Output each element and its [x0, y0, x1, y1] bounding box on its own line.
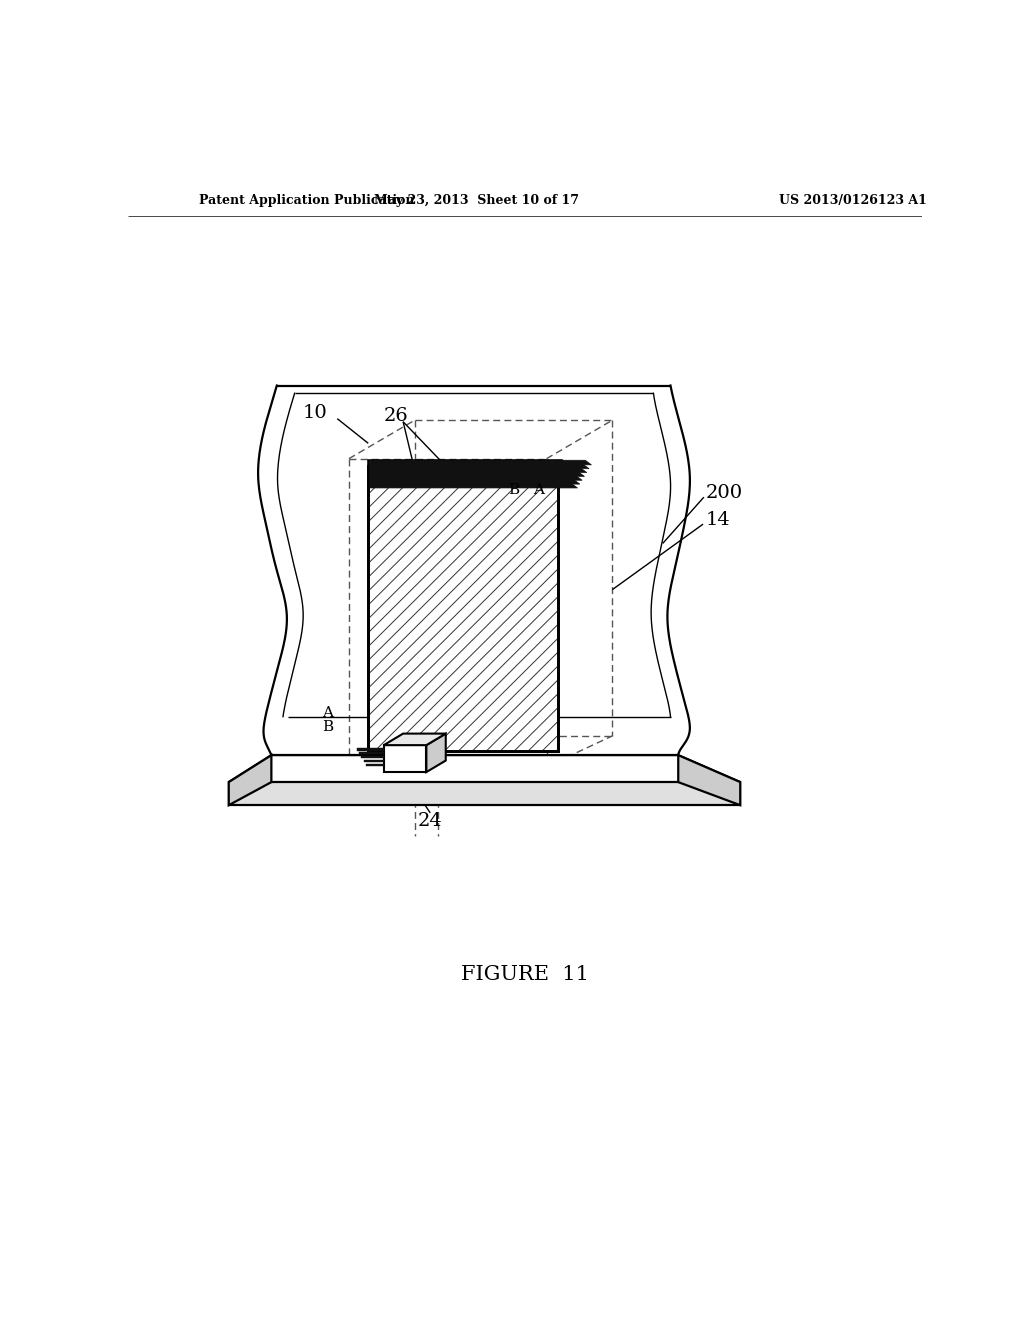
Text: B: B — [323, 719, 334, 734]
Polygon shape — [361, 756, 384, 758]
Text: 10: 10 — [302, 404, 327, 421]
Text: A: A — [323, 706, 334, 719]
Polygon shape — [370, 475, 583, 480]
Text: Patent Application Publication: Patent Application Publication — [200, 194, 415, 207]
Polygon shape — [370, 469, 587, 473]
Text: US 2013/0126123 A1: US 2013/0126123 A1 — [779, 194, 927, 207]
Polygon shape — [370, 484, 566, 487]
Polygon shape — [366, 763, 384, 766]
Polygon shape — [370, 471, 585, 477]
Polygon shape — [384, 734, 445, 744]
Polygon shape — [369, 466, 558, 751]
Polygon shape — [370, 483, 578, 488]
Polygon shape — [370, 473, 550, 474]
Polygon shape — [228, 755, 740, 781]
Text: May 23, 2013  Sheet 10 of 17: May 23, 2013 Sheet 10 of 17 — [374, 194, 580, 207]
Text: A: A — [534, 483, 544, 496]
Polygon shape — [364, 760, 384, 762]
Polygon shape — [370, 478, 558, 480]
Polygon shape — [228, 755, 271, 805]
Polygon shape — [370, 475, 554, 478]
Text: B: B — [508, 483, 519, 496]
Polygon shape — [426, 734, 445, 772]
Text: 26: 26 — [384, 408, 409, 425]
Polygon shape — [370, 469, 547, 471]
Polygon shape — [370, 482, 562, 483]
Polygon shape — [369, 461, 569, 466]
Polygon shape — [359, 752, 384, 755]
Polygon shape — [678, 755, 740, 805]
Polygon shape — [228, 781, 740, 805]
Polygon shape — [370, 465, 589, 469]
Polygon shape — [384, 744, 426, 772]
Polygon shape — [370, 479, 580, 484]
Polygon shape — [356, 748, 384, 751]
Polygon shape — [370, 461, 592, 465]
Text: 24: 24 — [418, 812, 442, 829]
Text: 14: 14 — [706, 511, 730, 529]
Text: 200: 200 — [706, 484, 742, 503]
Text: FIGURE  11: FIGURE 11 — [461, 965, 589, 985]
